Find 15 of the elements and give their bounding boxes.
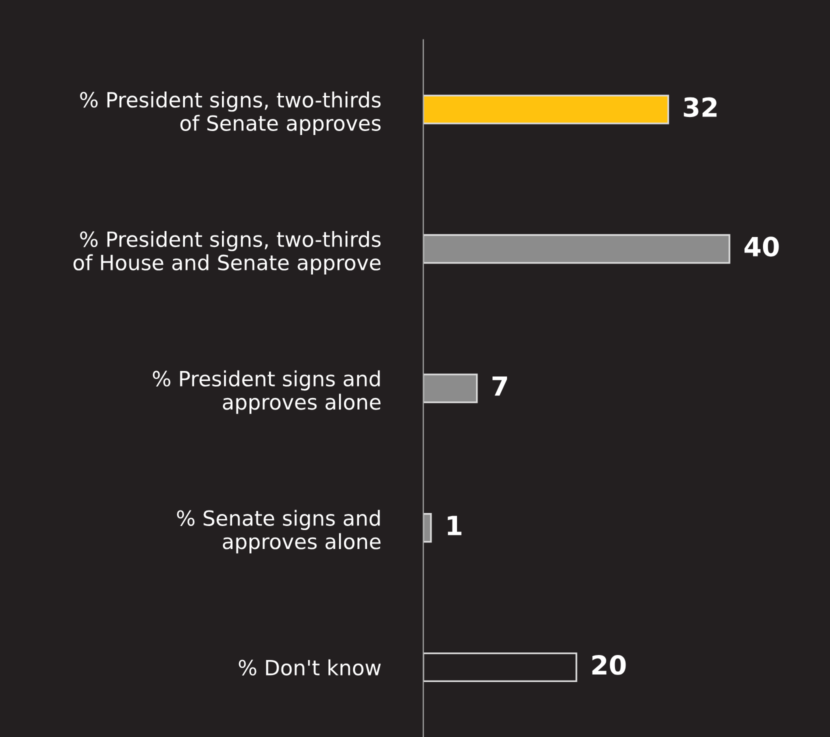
bar (423, 234, 730, 264)
data-label: 7 (492, 376, 508, 396)
bar (423, 374, 478, 404)
y-tick-label: % Senate signs and approves alone (177, 510, 381, 554)
data-label: 40 (744, 236, 779, 257)
y-tick-label: % Don't know (238, 659, 381, 676)
data-label: 20 (592, 654, 626, 675)
y-tick-label: % President signs, two-thirds of House and Senate approve (74, 230, 381, 274)
y-tick-label: % President signs and approves alone (152, 370, 381, 414)
bar (423, 94, 670, 124)
data-label: 1 (448, 516, 462, 536)
bar (423, 513, 432, 543)
data-label: 32 (684, 97, 717, 118)
y-tick-label: % President signs, two-thirds of Senate approves (80, 92, 381, 136)
bar (423, 652, 578, 682)
